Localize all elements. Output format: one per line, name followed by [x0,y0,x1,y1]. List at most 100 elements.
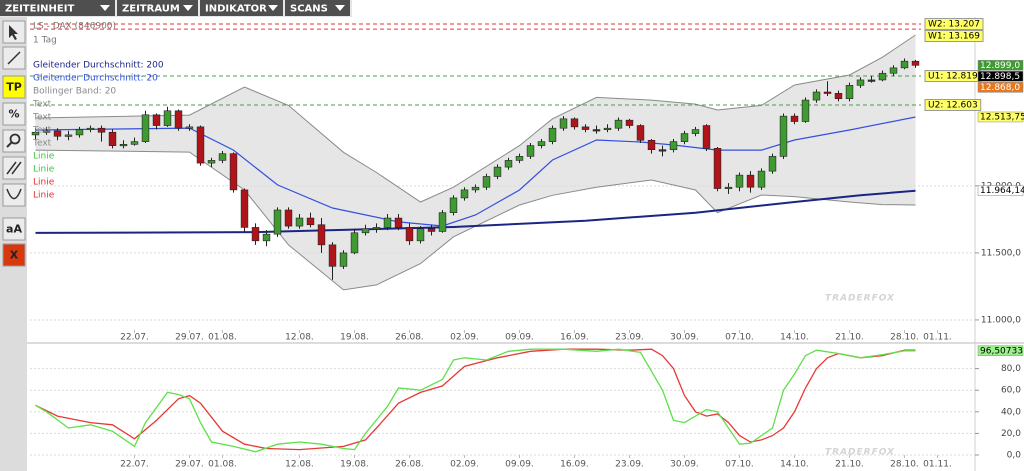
legend-entry: Gleitender Durchschnitt: 20 [33,74,158,84]
price-label: 12.513,75 [980,112,1024,122]
menu-label[interactable]: INDIKATOR [205,4,267,15]
cursor-icon [9,25,18,40]
candle-body [438,212,447,232]
candle-body [350,232,359,254]
candle-body [878,72,887,81]
parallel-icon [6,161,17,175]
x-tick-label: 07.10. [725,333,754,343]
candle-body [262,233,271,242]
legend-entry: Gleitender Durchschnitt: 200 [33,61,164,71]
menu-arrow [100,5,110,11]
candle-body [284,209,293,227]
band-area [35,35,916,290]
level-label: W1: 13.169 [928,32,980,42]
y-tick-label: 60,0 [1001,386,1021,396]
y-tick-label: 40,0 [1001,407,1021,417]
candle-body [328,244,337,267]
menu-item[interactable] [0,0,115,16]
band-lower [35,149,916,291]
x-tick-label: 12.08. [285,333,314,343]
price-label: 12.899,0 [980,61,1020,71]
candle-body [603,127,612,131]
tool-label[interactable]: TP [6,81,22,94]
candle-body [471,186,480,191]
x-tick-label: 02.09. [450,460,479,470]
x-tick-label: 28.10. [890,333,919,343]
x-tick-label: 26.08. [395,460,424,470]
tool-button[interactable] [2,75,26,99]
candle-body [823,91,832,94]
layer-entry: Text [32,139,52,149]
menu-label[interactable]: ZEITRAUM [122,4,180,15]
oscillator-line [35,348,916,451]
menu-item[interactable] [285,0,350,16]
candle-body [790,115,799,122]
candle-body [405,227,414,242]
tool-button[interactable] [2,217,26,241]
level-label-box [924,30,984,43]
candle-body [141,114,150,142]
candle-body [317,224,326,246]
candle-body [273,209,282,235]
y-tick-label: 11.500,0 [981,248,1021,258]
level-label-box [924,18,984,31]
menu-item[interactable] [200,0,283,16]
candle-body [130,141,139,145]
band-upper [35,34,916,203]
candles [31,58,920,280]
candle-body [614,119,623,129]
tool-button[interactable] [2,156,26,180]
layer-entry: Text [32,100,52,110]
price-label-box [977,345,1024,357]
layer-entry: Linie [33,178,55,188]
oscillator-line [35,348,916,453]
x-tick-label: 14.10. [780,460,809,470]
search-icon [9,133,21,145]
x-tick-label: 01.08. [208,333,237,343]
x-tick-label: 30.09. [670,460,699,470]
price-label: 96,50733 [980,346,1023,356]
x-tick-label: 29.07. [175,333,204,343]
x-tick-label: 07.10. [725,460,754,470]
candle-body [295,217,304,227]
menu-label[interactable]: ZEITEINHEIT [5,4,74,15]
x-tick-label: 02.09. [450,333,479,343]
tool-button[interactable] [2,102,26,126]
layer-entry: Linie [33,165,55,175]
candle-body [691,129,700,134]
x-tick-label: 28.10. [890,460,919,470]
level-label: U2: 12.603 [928,101,978,111]
candle-body [185,126,194,129]
candle-body [75,129,84,136]
price-label: 12.868,0 [980,83,1020,93]
candle-body [86,127,95,131]
x-tick-label: 16.09. [560,460,589,470]
menu-arrow [268,5,278,11]
candle-body [900,60,909,69]
candle-body [812,91,821,101]
y-tick-label: 11.000,0 [981,315,1021,325]
tool-button[interactable] [2,243,26,267]
tool-button[interactable] [2,183,26,207]
candle-body [416,228,425,242]
candle-body [229,153,238,191]
price-label-box [977,60,1024,71]
price-label-box [977,82,1024,93]
tool-label[interactable]: % [8,108,19,121]
menu-item[interactable] [117,0,198,16]
menu-bar: ZEITEINHEIT ZEITRAUM INDIKATOR SCANS [0,0,352,17]
candle-body [361,228,370,234]
tool-button[interactable] [2,129,26,153]
candle-body [515,156,524,161]
candle-body [658,149,667,152]
candle-body [97,127,106,133]
tool-label[interactable]: aA [6,223,22,236]
menu-label[interactable]: SCANS [290,4,328,15]
y-tick-label: 20,0 [1001,429,1021,439]
x-tick-label: 21.10. [835,460,864,470]
candle-body [108,131,117,146]
candle-body [218,153,227,161]
y-tick-label: 80,0 [1001,364,1021,374]
tool-label[interactable]: X [10,249,19,262]
